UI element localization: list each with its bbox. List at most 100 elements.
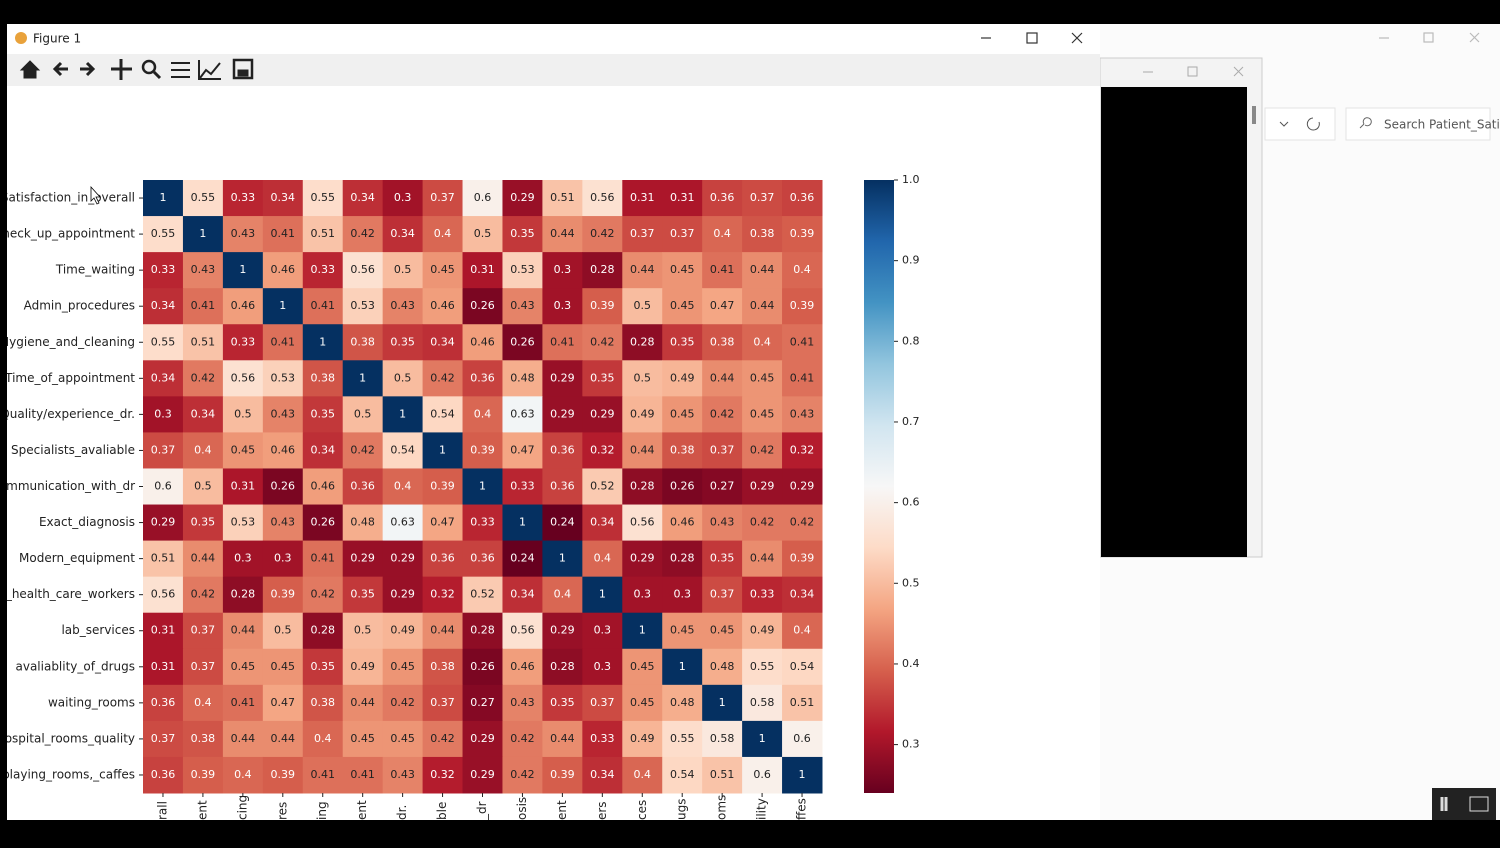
heatmap-cell: [382, 540, 424, 578]
cell-label: 0.44: [191, 552, 216, 565]
heatmap-cell: [422, 180, 464, 217]
heatmap-cell: [462, 648, 503, 686]
cell-label: 0.48: [350, 516, 375, 529]
cell-label: 0.34: [151, 371, 176, 384]
heatmap-cell: [462, 612, 503, 650]
heatmap-cell: [542, 720, 583, 758]
heatmap-cell: [702, 324, 743, 361]
heatmap-cell: [462, 720, 503, 758]
cell-label: 0.51: [310, 227, 335, 240]
cell-label: 0.44: [750, 299, 775, 312]
cell-label: 0.5: [474, 227, 492, 240]
toolbar-icons[interactable]: [19, 58, 254, 80]
cell-label: 0.41: [271, 335, 296, 348]
screen-icon: [1469, 796, 1489, 812]
heatmap-cell: [502, 288, 543, 325]
cell-label: 0.45: [390, 732, 415, 745]
y-tick-label: Exact_diagnosis: [39, 515, 135, 529]
cell-label: 0.27: [710, 480, 735, 493]
y-tick-label: Quality/experience_dr.: [0, 407, 135, 421]
cell-label: 0.58: [750, 696, 775, 709]
heatmap-cell: [182, 324, 224, 361]
heatmap-cell: [182, 252, 224, 289]
cell-label: 0.42: [790, 516, 815, 529]
cell-label: 0.43: [271, 407, 296, 420]
cell-label: 0.4: [634, 768, 652, 781]
x-tick-label: ugs: [675, 799, 689, 820]
cell-label: 0.3: [394, 191, 412, 204]
heatmap-cell: [662, 360, 703, 397]
search-placeholder: Search Patient_Sati...: [1384, 118, 1500, 132]
heatmap-cell: [742, 288, 783, 325]
cell-label: 0.56: [590, 191, 615, 204]
heatmap-cell: [302, 648, 344, 686]
heatmap-cell: [302, 684, 344, 722]
heatmap-cell: [582, 360, 623, 397]
cell-label: 1: [359, 371, 366, 384]
heatmap-cell: [143, 324, 184, 361]
heatmap-cell: [542, 684, 583, 722]
heatmap-cell: [582, 504, 623, 542]
cell-label: 0.63: [510, 407, 535, 420]
cell-label: 0.32: [790, 443, 815, 456]
nav-box[interactable]: [1264, 107, 1336, 141]
cell-label: 0.35: [710, 552, 735, 565]
cell-label: 0.4: [194, 443, 212, 456]
heatmap-cell: [462, 216, 503, 253]
heatmap-cell: [342, 684, 384, 722]
cell-label: 0.36: [470, 371, 495, 384]
heatmap-cell: [502, 468, 543, 506]
cell-label: 0.44: [630, 443, 655, 456]
heatmap-cell: [542, 288, 583, 325]
heatmap-cell: [622, 180, 663, 217]
cell-label: 0.63: [390, 516, 415, 529]
cell-label: 0.39: [191, 768, 216, 781]
heatmap-cell: [662, 612, 703, 650]
heatmap-cell: [342, 540, 384, 578]
heatmap-cell: [382, 216, 424, 253]
cell-label: 0.5: [194, 480, 212, 493]
window-controls[interactable]: [981, 32, 1083, 44]
heatmap-cell: [582, 396, 623, 433]
heatmap-cell: [182, 180, 224, 217]
heatmap-cell: [422, 468, 464, 506]
cell-label: 0.43: [710, 516, 735, 529]
heatmap-cell: [542, 756, 583, 794]
cell-label: 0.44: [430, 624, 455, 637]
cell-label: 0.3: [554, 299, 572, 312]
heatmap-cell: [462, 756, 503, 794]
cell-label: 0.52: [590, 480, 615, 493]
x-tick-label: cing: [235, 795, 249, 820]
cell-label: 0.31: [630, 191, 655, 204]
heatmap-cell: [462, 576, 503, 614]
heatmap-cell: [582, 684, 623, 722]
cell-label: 0.42: [430, 732, 455, 745]
heatmap-cell: [702, 288, 743, 325]
heatmap-cell: [782, 612, 823, 650]
cell-label: 0.41: [310, 299, 335, 312]
heatmap-cell: [422, 684, 464, 722]
heatmap-cell: [662, 432, 703, 469]
heatmap-cell: [662, 216, 703, 253]
cell-label: 0.46: [470, 335, 495, 348]
cell-label: 0.56: [510, 624, 535, 637]
cell-label: 0.28: [470, 624, 495, 637]
cell-label: 0.29: [470, 768, 495, 781]
heatmap-cell: [222, 216, 264, 253]
heatmap-cell: [262, 396, 304, 433]
heatmap-cell: [502, 396, 543, 433]
heatmap-cell: [182, 288, 224, 325]
heatmap-cell: [702, 756, 743, 794]
heatmap-cell: [782, 432, 823, 469]
y-tick-label: Hygiene_and_cleaning: [0, 335, 135, 349]
y-tick-label: Specialists_avaliable: [11, 443, 135, 457]
x-tick-label: ces: [635, 800, 649, 820]
app-icon: [15, 32, 27, 44]
heatmap-cell: [462, 396, 503, 433]
cell-label: 0.37: [430, 696, 455, 709]
cell-label: 0.34: [430, 335, 455, 348]
cell-label: 0.51: [191, 335, 216, 348]
cell-label: 0.31: [231, 480, 256, 493]
cell-label: 0.33: [470, 516, 495, 529]
heatmap-cell: [622, 756, 663, 794]
